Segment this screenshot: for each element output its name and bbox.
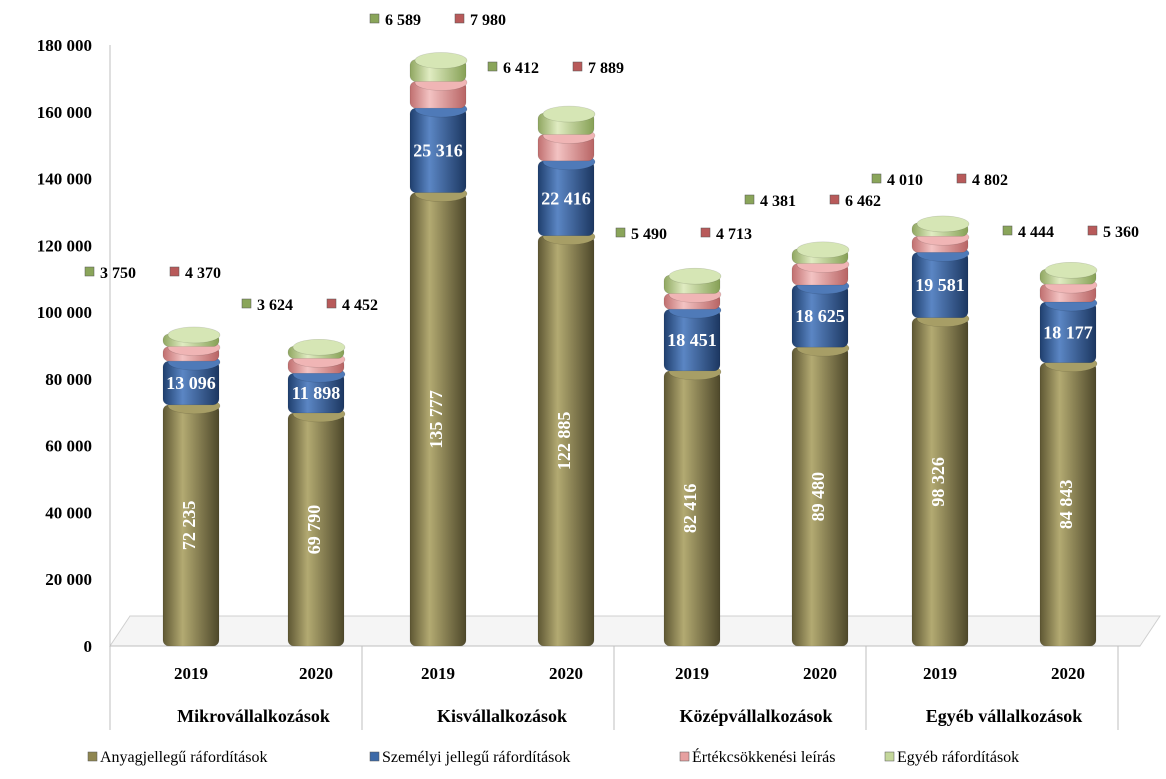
y-tick-label: 160 000	[37, 103, 92, 122]
depreciation-marker	[956, 173, 967, 184]
data-label: 4 370	[185, 265, 221, 282]
data-label: 89 480	[808, 472, 828, 522]
data-label: 3 750	[100, 265, 136, 282]
x-axis-labels: 2019 2020 Mikrovállalkozások 2019 2020 Kisvál…	[174, 664, 1085, 726]
depreciation-marker	[829, 194, 840, 205]
data-label: 98 326	[928, 457, 948, 507]
data-label: 82 416	[680, 484, 700, 534]
other-marker	[1002, 225, 1013, 236]
depreciation-marker	[326, 298, 337, 309]
y-tick-label: 40 000	[45, 503, 92, 522]
legend-swatch	[679, 751, 690, 762]
other-marker	[744, 194, 755, 205]
data-label: 19 581	[915, 275, 965, 295]
bar-segment-cap	[414, 52, 468, 69]
data-label: 4 444	[1018, 224, 1054, 241]
y-tick-label: 80 000	[45, 370, 92, 389]
other-marker	[871, 173, 882, 184]
x-tick-label: 2019	[923, 664, 957, 683]
y-tick-label: 100 000	[37, 303, 92, 322]
depreciation-marker	[700, 227, 711, 238]
bar-segment-cap	[796, 241, 850, 259]
x-group-label: Egyéb vállalkozások	[926, 706, 1083, 726]
other-marker	[615, 227, 626, 238]
data-label: 122 885	[554, 412, 574, 471]
bars: 72 235 13 096 69 790 11 898 135 777 25 316 122…	[84, 12, 1139, 647]
data-label: 4 452	[342, 297, 378, 314]
data-label: 7 889	[588, 60, 624, 77]
legend-swatch	[87, 751, 98, 762]
y-tick-label: 120 000	[37, 236, 92, 255]
data-label: 6 412	[503, 60, 539, 77]
x-tick-label: 2020	[549, 664, 583, 683]
x-group-label: Kisvállalkozások	[437, 706, 567, 726]
data-label: 5 490	[631, 226, 667, 243]
data-label: 5 360	[1103, 224, 1139, 241]
data-label: 6 589	[385, 12, 421, 29]
data-label: 18 451	[667, 330, 717, 350]
data-label: 135 777	[426, 390, 446, 449]
x-tick-label: 2019	[675, 664, 709, 683]
y-tick-label: 20 000	[45, 570, 92, 589]
bar-segment-cap	[1044, 261, 1098, 279]
bar-segment-cap	[292, 338, 346, 356]
data-label: 11 898	[292, 383, 341, 403]
x-tick-label: 2019	[421, 664, 455, 683]
legend-swatch	[369, 751, 380, 762]
x-group-label: Középvállalkozások	[679, 706, 832, 726]
bar-segment-cap	[668, 267, 722, 285]
data-label: 7 980	[470, 12, 506, 29]
bar-segment-cap	[167, 326, 221, 344]
y-tick-label: 60 000	[45, 437, 92, 456]
data-label: 6 462	[845, 193, 881, 210]
data-label: 84 843	[1056, 480, 1076, 530]
y-tick-label: 180 000	[37, 36, 92, 55]
legend-label: Értékcsökkenési leírás	[692, 747, 836, 766]
depreciation-marker	[1087, 225, 1098, 236]
data-label: 69 790	[304, 505, 324, 555]
legend-label: Személyi jellegű ráfordítások	[382, 749, 570, 766]
other-marker	[84, 266, 95, 277]
data-label: 13 096	[166, 373, 216, 393]
data-label: 18 177	[1043, 322, 1093, 342]
chart-floor	[109, 615, 1161, 647]
data-label: 72 235	[179, 501, 199, 551]
y-tick-label: 0	[84, 637, 93, 656]
x-tick-label: 2019	[174, 664, 208, 683]
legend-label: Anyagjellegű ráfordítások	[100, 749, 268, 766]
bar-segment-cap	[542, 105, 596, 123]
depreciation-marker	[169, 266, 180, 277]
x-group-label: Mikrovállalkozások	[177, 706, 330, 726]
legend-swatch	[884, 751, 895, 762]
data-label: 22 416	[541, 188, 591, 208]
legend-label: Egyéb ráfordítások	[897, 749, 1019, 766]
data-label: 4 802	[972, 172, 1008, 189]
other-marker	[487, 61, 498, 72]
y-tick-label: 140 000	[37, 170, 92, 189]
other-marker	[369, 13, 380, 24]
legend: Anyagjellegű ráfordítások Személyi jelleg…	[87, 747, 1019, 766]
x-tick-label: 2020	[803, 664, 837, 683]
data-label: 4 713	[716, 226, 752, 243]
depreciation-marker	[572, 61, 583, 72]
data-label: 4 010	[887, 172, 923, 189]
x-tick-label: 2020	[1051, 664, 1085, 683]
depreciation-marker	[454, 13, 465, 24]
x-tick-label: 2020	[299, 664, 333, 683]
bar-segment-cap	[916, 215, 970, 233]
data-label: 25 316	[413, 140, 463, 160]
data-label: 3 624	[257, 297, 293, 314]
data-label: 4 381	[760, 193, 796, 210]
data-label: 18 625	[795, 306, 845, 326]
y-axis-ticks: 0 20 000 40 000 60 000 80 000 100 000 120 000 1…	[37, 36, 92, 656]
other-marker	[241, 298, 252, 309]
